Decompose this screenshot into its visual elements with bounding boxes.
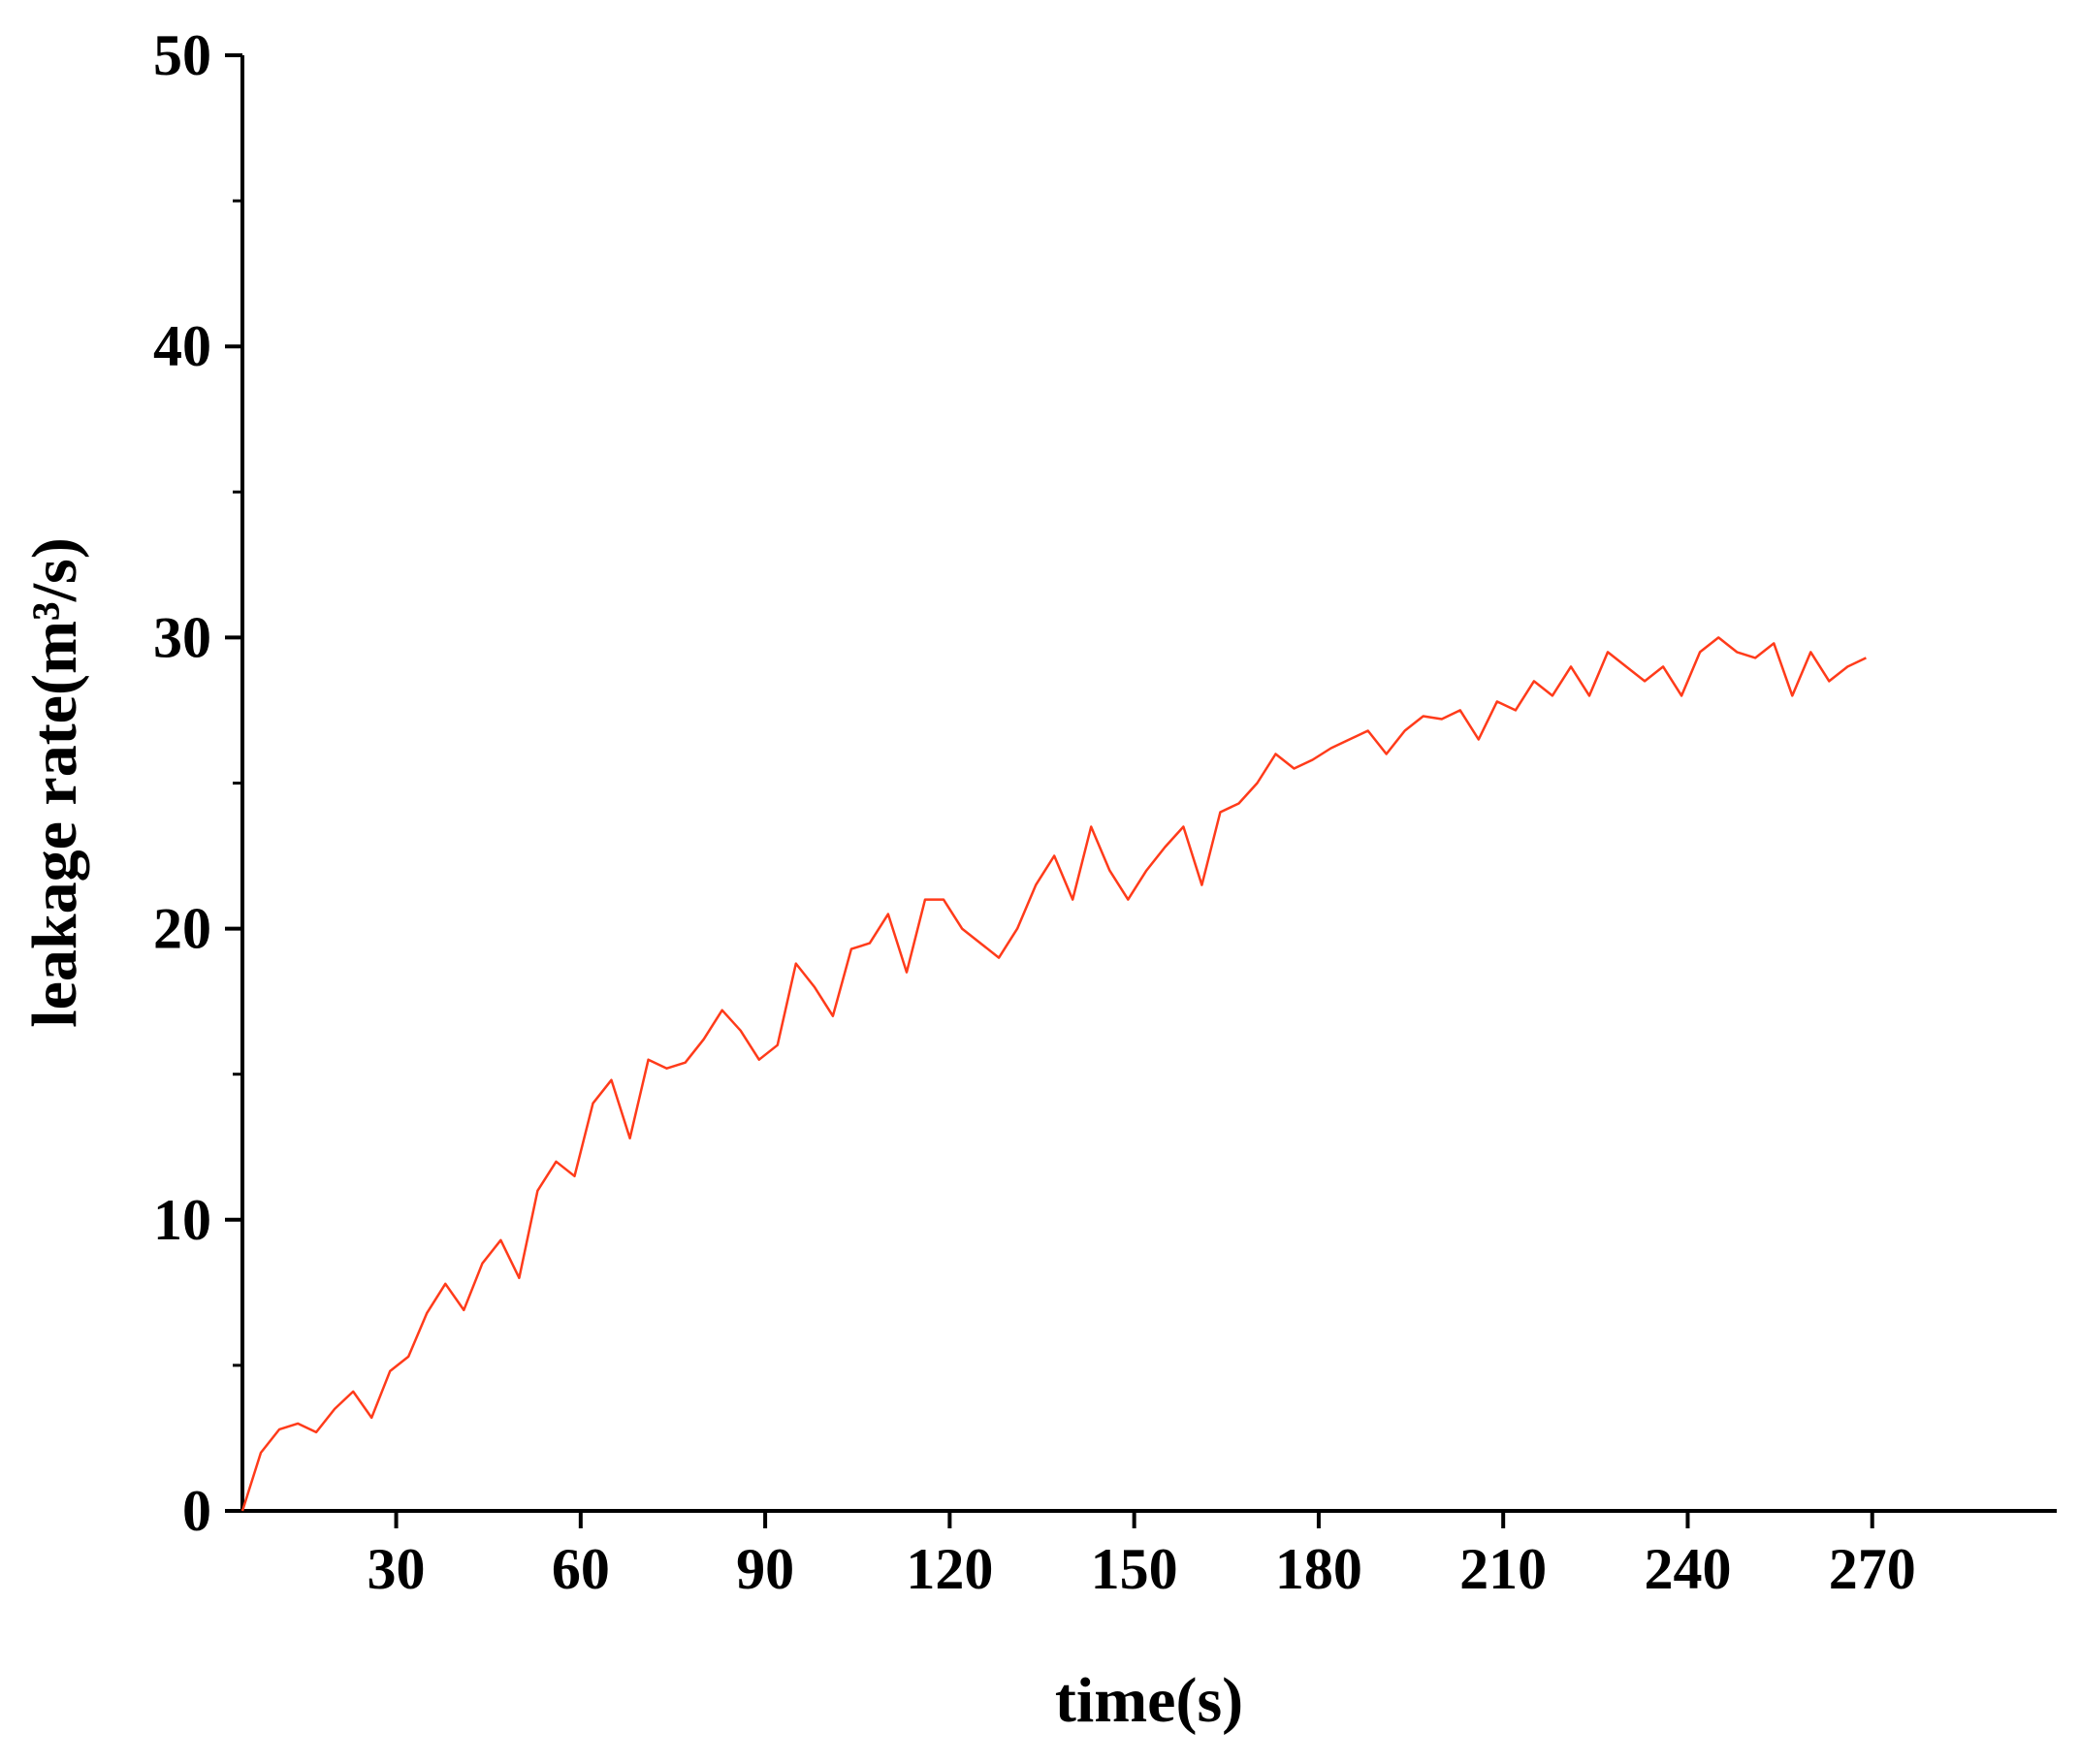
x-tick-label: 90 [736,1537,794,1601]
x-tick-label: 150 [1091,1537,1178,1601]
x-tick-label: 120 [906,1537,993,1601]
x-tick-label: 270 [1829,1537,1916,1601]
data-line [240,636,1867,1512]
y-axis-title: leakage rate(m³/s) [19,537,90,1027]
x-tick-label: 60 [552,1537,610,1601]
x-tick-label: 180 [1275,1537,1362,1601]
x-tick-label: 30 [368,1537,426,1601]
y-tick-label: 0 [182,1479,211,1543]
x-tick-label: 240 [1644,1537,1731,1601]
y-tick-label: 40 [153,314,211,378]
y-tick-label: 10 [153,1188,211,1252]
x-axis-title: time(s) [1055,1665,1243,1736]
x-tick-label: 210 [1459,1537,1547,1601]
y-tick-label: 30 [153,605,211,669]
y-tick-label: 20 [153,897,211,961]
y-tick-label: 50 [153,23,211,87]
